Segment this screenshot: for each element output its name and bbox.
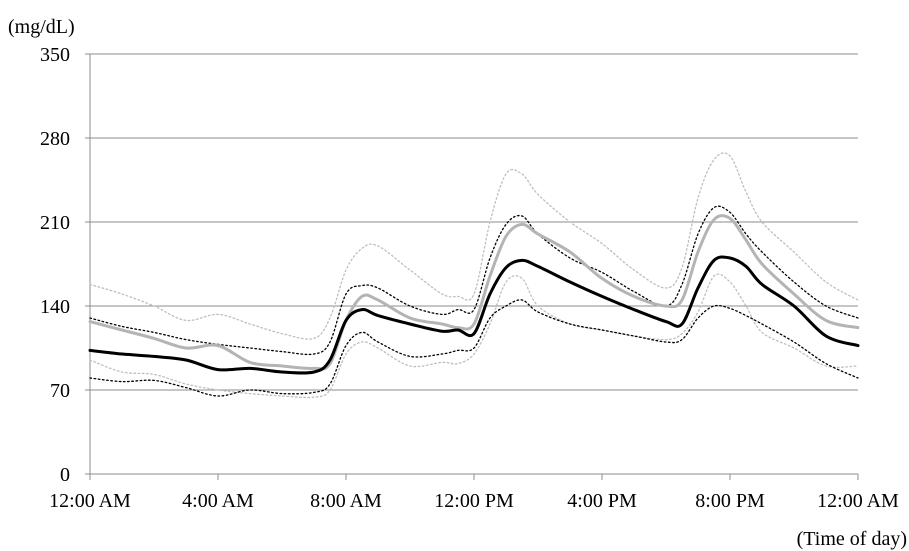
x-tick-label: 12:00 PM [434, 490, 514, 512]
y-tick-label: 350 [40, 44, 70, 66]
x-axis-label: (Time of day) [797, 528, 907, 550]
gridlines [90, 53, 858, 391]
x-tick-label: 4:00 AM [182, 490, 254, 512]
x-tick-label: 12:00 AM [49, 490, 131, 512]
y-tick-label: 140 [40, 296, 70, 318]
series-line-iqr-upper [89, 205, 859, 356]
x-tick-label: 4:00 PM [567, 490, 637, 512]
series-line-median [88, 255, 860, 375]
series-line-mean [88, 214, 860, 371]
x-tick-label: 8:00 PM [695, 490, 765, 512]
series-line-iqr-lower [89, 299, 859, 397]
y-tick-label: 70 [50, 380, 70, 402]
y-tick-label: 210 [40, 212, 70, 234]
x-tick-label: 8:00 AM [310, 490, 382, 512]
y-tick-label: 0 [60, 464, 70, 486]
series-line-p90-upper [89, 152, 859, 340]
series-layer [88, 152, 860, 399]
series-line-p90-lower [89, 273, 859, 399]
x-tick-labels: 12:00 AM 4:00 AM 8:00 AM 12:00 PM 4:00 PM 8:0… [49, 474, 899, 512]
y-axis-label: (mg/dL) [8, 16, 75, 38]
y-tick-label: 280 [40, 128, 70, 150]
y-tick-labels: 0 70 140 210 280 350 [40, 44, 90, 486]
x-tick-label: 12:00 AM [817, 490, 899, 512]
